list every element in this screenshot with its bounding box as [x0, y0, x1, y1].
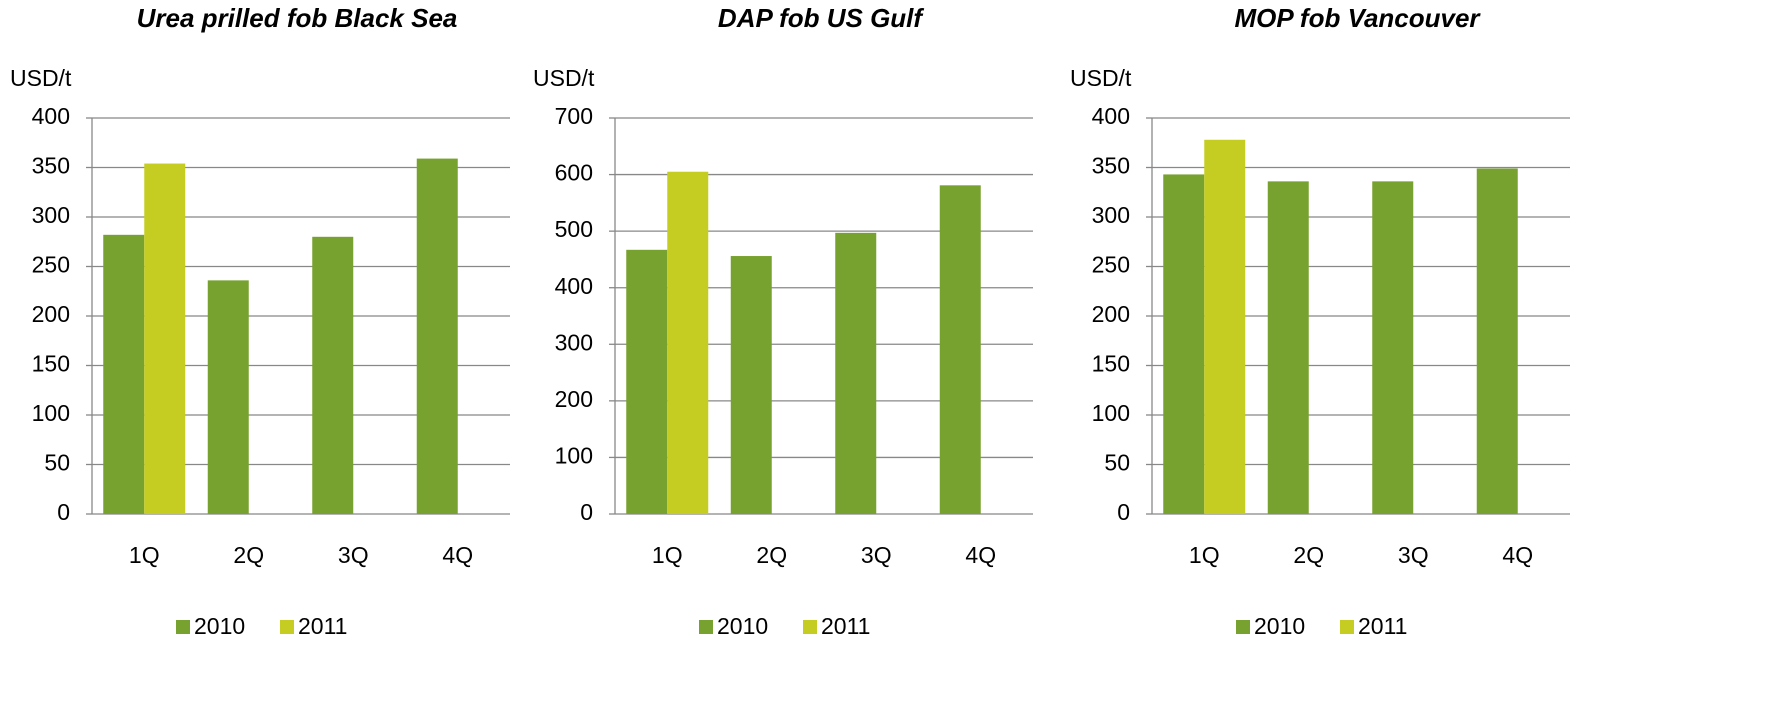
bar	[1163, 174, 1205, 514]
chart-title: Urea prilled fob Black Sea	[137, 3, 458, 33]
y-tick-label: 50	[1104, 450, 1130, 476]
legend-label: 2010	[717, 613, 768, 639]
x-tick-label: 3Q	[338, 542, 369, 568]
x-tick-label: 2Q	[756, 542, 787, 568]
y-tick-label: 400	[1092, 103, 1130, 129]
legend-swatch	[280, 620, 294, 634]
y-axis-label: USD/t	[1070, 65, 1132, 91]
y-axis-label: USD/t	[10, 65, 72, 91]
y-tick-label: 300	[32, 202, 70, 228]
y-tick-label: 400	[32, 103, 70, 129]
x-tick-label: 2Q	[233, 542, 264, 568]
y-tick-label: 350	[32, 153, 70, 179]
x-tick-label: 4Q	[442, 542, 473, 568]
x-tick-label: 4Q	[1502, 542, 1533, 568]
bar	[626, 249, 668, 514]
x-tick-label: 4Q	[965, 542, 996, 568]
y-tick-label: 250	[32, 252, 70, 278]
legend-swatch	[1236, 620, 1250, 634]
y-tick-label: 100	[32, 400, 70, 426]
chart-title: MOP fob Vancouver	[1234, 3, 1481, 33]
bar	[667, 171, 709, 514]
legend-swatch	[699, 620, 713, 634]
y-tick-label: 150	[1092, 351, 1130, 377]
y-tick-label: 50	[44, 450, 70, 476]
y-tick-label: 100	[555, 443, 593, 469]
y-tick-label: 0	[580, 499, 593, 525]
y-tick-label: 150	[32, 351, 70, 377]
bar	[1204, 139, 1246, 514]
legend-label: 2010	[194, 613, 245, 639]
y-tick-label: 100	[1092, 400, 1130, 426]
bar	[1372, 181, 1414, 515]
y-tick-label: 200	[1092, 301, 1130, 327]
bar	[103, 234, 145, 514]
y-tick-label: 400	[555, 273, 593, 299]
bar	[939, 185, 981, 514]
x-tick-label: 3Q	[1398, 542, 1429, 568]
legend-swatch	[803, 620, 817, 634]
legend-swatch	[1340, 620, 1354, 634]
y-tick-label: 600	[555, 160, 593, 186]
y-tick-label: 350	[1092, 153, 1130, 179]
chart-title: DAP fob US Gulf	[718, 3, 924, 33]
y-tick-label: 200	[555, 386, 593, 412]
bar	[416, 158, 458, 514]
x-tick-label: 2Q	[1293, 542, 1324, 568]
y-tick-label: 0	[1117, 499, 1130, 525]
bar	[835, 232, 877, 514]
y-tick-label: 0	[57, 499, 70, 525]
y-axis-label: USD/t	[533, 65, 595, 91]
bar	[144, 163, 186, 515]
bar	[1476, 168, 1518, 515]
x-tick-label: 1Q	[1189, 542, 1220, 568]
x-tick-label: 3Q	[861, 542, 892, 568]
y-tick-label: 200	[32, 301, 70, 327]
y-tick-label: 250	[1092, 252, 1130, 278]
legend-label: 2010	[1254, 613, 1305, 639]
y-tick-label: 300	[555, 329, 593, 355]
x-tick-label: 1Q	[652, 542, 683, 568]
y-tick-label: 300	[1092, 202, 1130, 228]
legend-label: 2011	[1358, 613, 1407, 639]
bar	[207, 280, 249, 514]
y-tick-label: 500	[555, 216, 593, 242]
legend-swatch	[176, 620, 190, 634]
bar	[1267, 181, 1309, 515]
legend-label: 2011	[821, 613, 870, 639]
bar	[312, 236, 354, 515]
bar	[730, 256, 772, 514]
legend-label: 2011	[298, 613, 347, 639]
y-tick-label: 700	[555, 103, 593, 129]
x-tick-label: 1Q	[129, 542, 160, 568]
